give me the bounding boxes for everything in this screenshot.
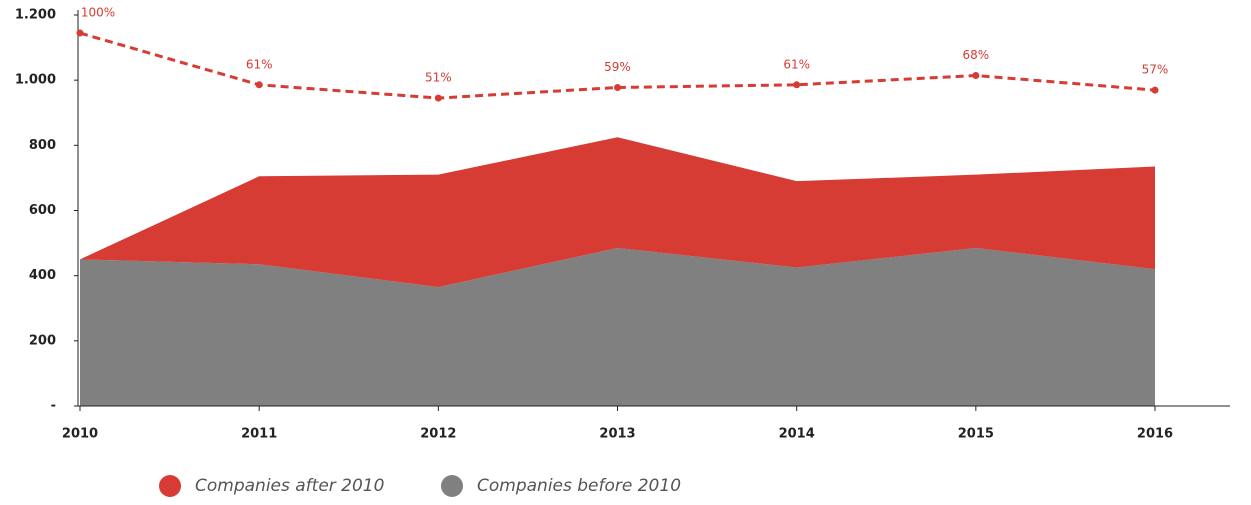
line-point	[434, 94, 442, 102]
y-tick-label: 600	[29, 203, 56, 218]
line-point	[793, 81, 801, 89]
y-tick-label: 1.200	[15, 8, 56, 23]
legend-label: Companies before 2010	[477, 476, 681, 496]
line-point	[972, 72, 980, 80]
area	[80, 247, 1155, 406]
line-point	[614, 83, 621, 91]
data-label: 68%	[962, 48, 989, 62]
y-tick-label: 1.000	[15, 73, 56, 88]
legend-swatch	[441, 475, 463, 497]
y-tick-label: 200	[29, 333, 56, 348]
y-tick-label: 400	[29, 268, 56, 283]
area	[80, 137, 1155, 288]
data-label: 51%	[425, 71, 452, 85]
x-tick-label: 2011	[241, 427, 277, 442]
x-tick-label: 2012	[420, 427, 456, 442]
line-point	[76, 29, 84, 37]
legend-swatch	[159, 475, 181, 497]
y-tick-label: -	[51, 399, 56, 414]
data-label: 61%	[783, 57, 810, 71]
data-label: 61%	[246, 57, 273, 71]
line-point	[1151, 86, 1159, 94]
x-tick-label: 2014	[779, 427, 815, 442]
line-point	[255, 81, 263, 89]
legend-label: Companies after 2010	[195, 476, 384, 496]
x-tick-label: 2016	[1137, 427, 1173, 442]
data-label: 57%	[1142, 63, 1169, 77]
data-label: 100%	[81, 6, 115, 20]
x-tick-label: 2010	[62, 427, 98, 442]
x-tick-label: 2015	[958, 427, 994, 442]
y-tick-label: 800	[29, 138, 56, 153]
data-label: 59%	[604, 60, 631, 74]
x-tick-label: 2013	[599, 427, 635, 442]
